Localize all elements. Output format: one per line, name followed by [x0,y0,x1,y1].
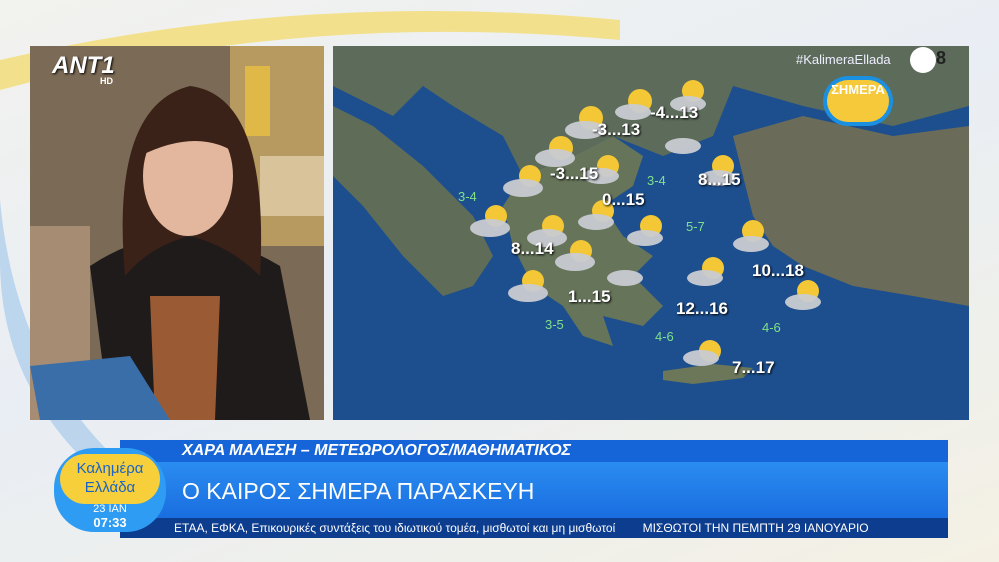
temperature: 8...15 [698,170,741,189]
wind: 3-4 [647,173,666,188]
temperature: -4...13 [650,103,699,122]
headline-bar [120,462,948,518]
headline: Ο ΚΑΙΡΟΣ ΣΗΜΕΡΑ ΠΑΡΑΣΚΕΥΗ [182,478,535,504]
temperature: 7...17 [732,358,775,377]
temperature: 1...15 [568,287,611,306]
wind: 3-5 [545,317,564,332]
wind: 5-7 [686,219,705,234]
ticker: ΕΤΑΑ, ΕΦΚΑ, Επικουρικές συντάξεις του ιδ… [120,518,948,538]
temperature: -3...15 [550,164,599,183]
wind: 3-4 [458,189,477,204]
wind: 4-6 [762,320,781,335]
time: 07:33 [93,515,127,530]
ticker-item: ΕΤΑΑ, ΕΦΚΑ, Επικουρικές συντάξεις του ιδ… [174,521,616,535]
presenter-video [30,46,324,420]
show-logo-inner [60,454,160,504]
temperature: -3...13 [592,120,641,139]
ticker-item: ΜΙΣΘΩΤΟΙ ΤΗΝ ΠΕΜΠΤΗ 29 ΙΑΝΟΥΑΡΙΟ [642,521,869,535]
today-badge: ΣΗΜΕΡΑ [831,82,885,97]
temperature: 10...18 [752,261,804,280]
presenter-name: ΧΑΡΑ ΜΑΛΕΣΗ – ΜΕΤΕΩΡΟΛΟΓΟΣ/ΜΑΘΗΜΑΤΙΚΟΣ [182,442,571,459]
show-name: Καλημέρα [76,460,144,477]
channel-number: 8 [935,48,946,68]
channel-quality: HD [100,76,113,86]
date: 23 ΙΑΝ [93,503,127,515]
show-name: Ελλάδα [84,479,136,496]
wind: 4-6 [655,329,674,344]
weather-map [333,46,969,420]
channel-logo: ANT1 [52,52,115,79]
name-bar [120,440,948,462]
temperature: 8...14 [511,239,554,258]
temperature: 12...16 [676,299,728,318]
hashtag: #KalimeraEllada [796,52,891,67]
temperature: 0...15 [602,190,645,209]
